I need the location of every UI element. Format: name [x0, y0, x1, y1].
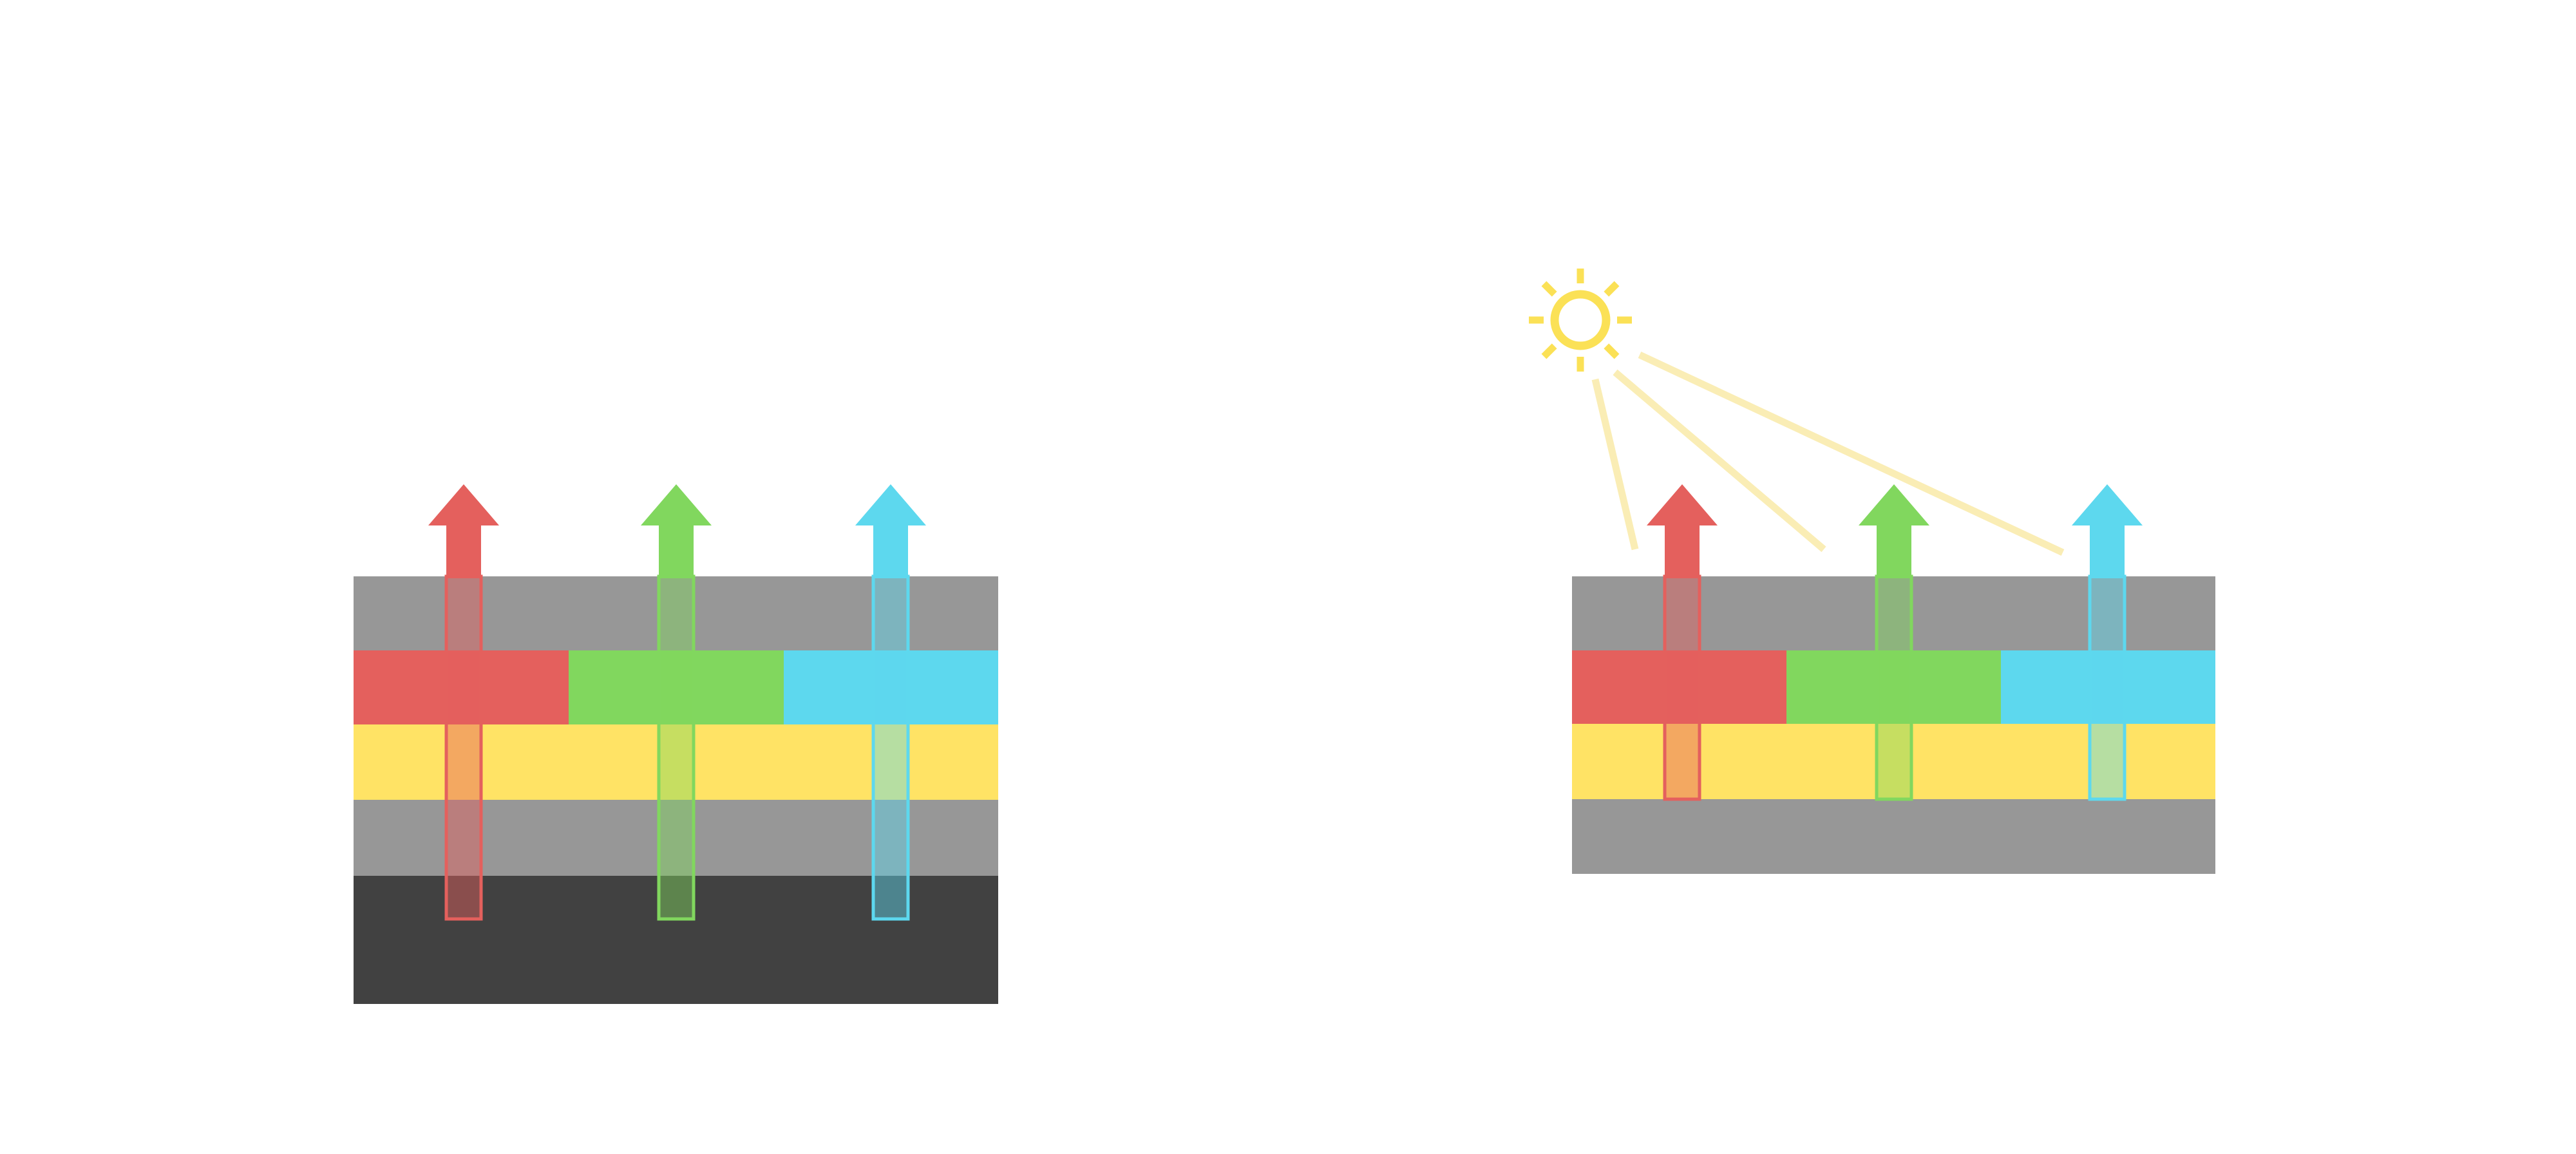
sunlit-display-stack-subpixel-cyan	[2001, 650, 2215, 724]
light-beam-red	[1663, 574, 1701, 801]
arrow-head-green	[1859, 484, 1929, 578]
sunlit-display-stack-light-arrow-green	[1859, 484, 1929, 801]
sunlit-display-stack-light-arrow-red	[1647, 484, 1718, 801]
sunlit-display-stack-lower-cover-layer	[1572, 799, 2215, 874]
sunlit-display-stack-light-arrow-cyan	[2072, 484, 2143, 801]
sun-icon	[1529, 269, 1632, 372]
backlit-display-stack	[354, 484, 998, 1004]
sun-ring	[1550, 290, 1611, 350]
arrow-head-red	[1647, 484, 1718, 578]
sunlit-display-stack-top-cover-layer	[1572, 576, 2215, 650]
sun-tick	[1541, 343, 1557, 359]
sun-ray-3	[1638, 352, 2065, 556]
light-beam-cyan	[2088, 574, 2126, 801]
backlit-display-stack-subpixel-green	[569, 650, 784, 724]
backlit-display-stack-top-cover-layer	[354, 576, 998, 650]
sun-ray-2	[1613, 369, 1826, 553]
sun-tick	[1604, 343, 1620, 359]
sunlit-display-stack-subpixel-red	[1572, 650, 1786, 724]
sunlit-display-stack	[1529, 269, 2215, 874]
backlit-display-stack-light-arrow-green	[641, 484, 712, 921]
backlit-display-stack-light-arrow-cyan	[855, 484, 926, 921]
backlit-display-stack-subpixel-red	[354, 650, 569, 724]
light-beam-green	[657, 574, 696, 921]
light-beam-red	[444, 574, 483, 921]
backlit-display-stack-backlight-layer	[354, 876, 998, 1004]
arrow-head-cyan	[2072, 484, 2143, 578]
sunlit-display-stack-middle-layer	[1572, 724, 2215, 799]
sun-tick	[1604, 281, 1620, 297]
sun-ray-1	[1591, 378, 1639, 551]
backlit-display-stack-light-arrow-red	[428, 484, 499, 921]
sun-tick	[1541, 281, 1557, 297]
light-beam-cyan	[871, 574, 910, 921]
arrow-head-green	[641, 484, 712, 578]
backlit-display-stack-subpixel-cyan	[784, 650, 998, 724]
light-beam-green	[1875, 574, 1913, 801]
backlit-display-stack-middle-layer	[354, 724, 998, 800]
backlit-display-stack-lower-cover-layer	[354, 800, 998, 876]
arrow-head-red	[428, 484, 499, 578]
sunlit-display-stack-subpixel-green	[1786, 650, 2001, 724]
arrow-head-cyan	[855, 484, 926, 578]
